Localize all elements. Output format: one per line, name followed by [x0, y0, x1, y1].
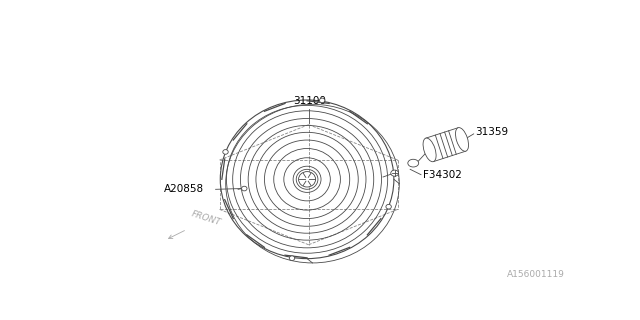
Text: A20858: A20858	[164, 184, 204, 194]
Ellipse shape	[319, 98, 325, 103]
Ellipse shape	[456, 128, 468, 151]
Ellipse shape	[423, 138, 436, 162]
Ellipse shape	[289, 256, 294, 260]
Text: F34302: F34302	[422, 170, 461, 180]
Text: 31100: 31100	[293, 96, 326, 106]
Polygon shape	[426, 128, 466, 162]
Ellipse shape	[391, 170, 399, 176]
Ellipse shape	[408, 159, 419, 167]
Ellipse shape	[298, 172, 316, 187]
Ellipse shape	[241, 186, 247, 191]
Ellipse shape	[223, 150, 228, 154]
FancyArrowPatch shape	[168, 231, 184, 238]
Text: A156001119: A156001119	[506, 270, 564, 279]
Text: FRONT: FRONT	[190, 210, 222, 228]
Ellipse shape	[386, 204, 391, 209]
Text: 31359: 31359	[476, 127, 508, 137]
